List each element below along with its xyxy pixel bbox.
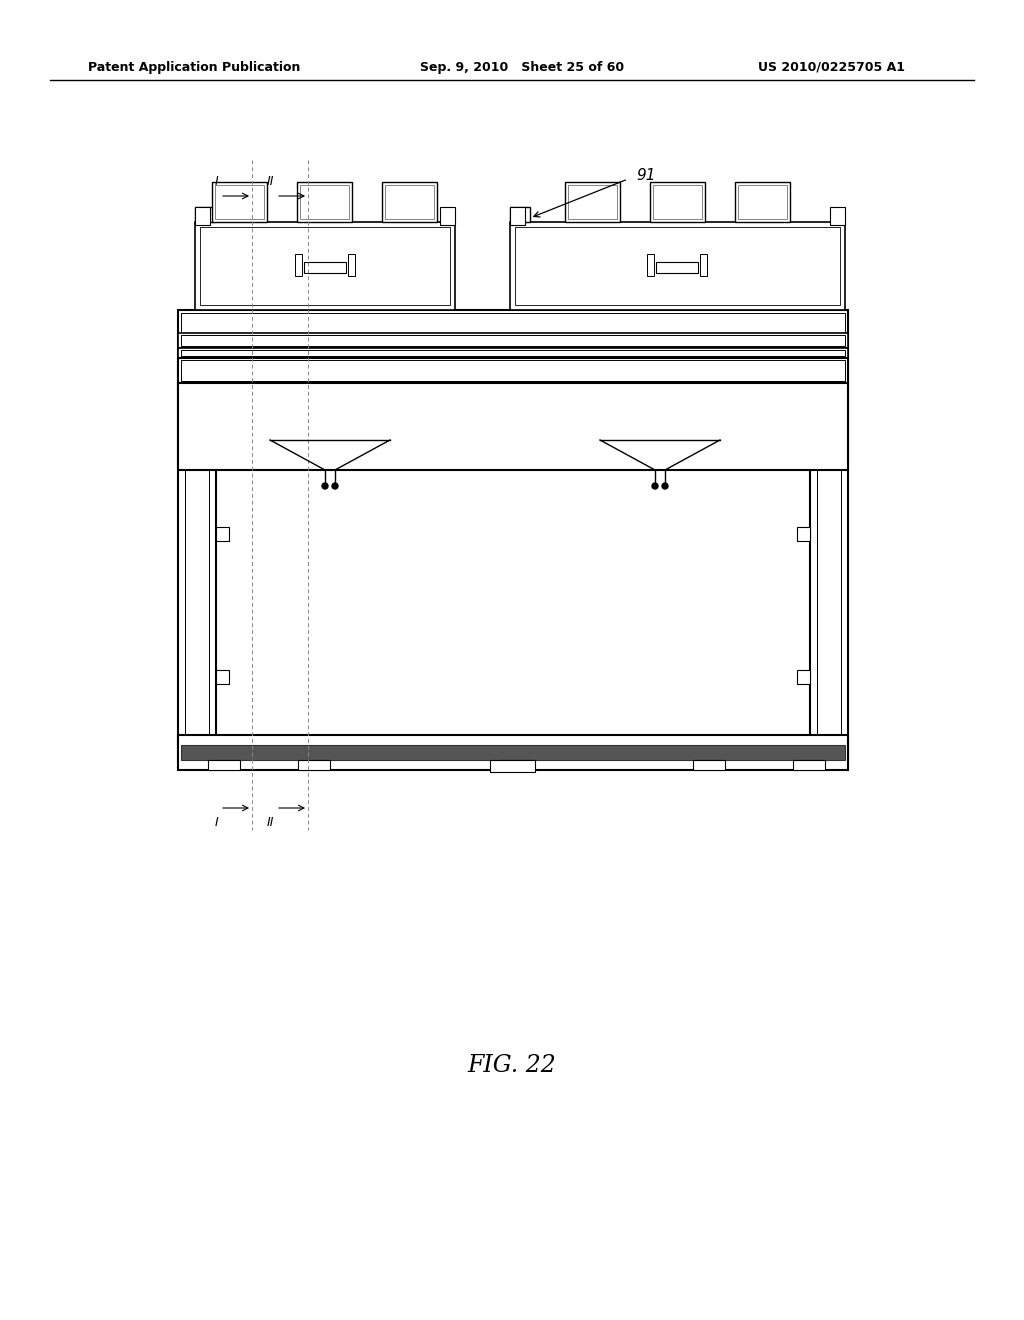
Bar <box>830 207 845 224</box>
Bar <box>565 182 620 222</box>
Bar <box>440 207 455 224</box>
Bar <box>500 760 532 770</box>
Bar <box>178 389 216 760</box>
Bar <box>216 527 229 541</box>
Bar <box>297 182 352 222</box>
Bar <box>490 760 535 772</box>
Bar <box>568 185 617 219</box>
Bar <box>797 527 810 541</box>
Bar <box>385 185 434 219</box>
Bar <box>735 182 790 222</box>
Bar <box>653 185 702 219</box>
Bar <box>208 760 240 770</box>
Circle shape <box>652 483 658 488</box>
Text: I: I <box>214 176 218 187</box>
Text: US 2010/0225705 A1: US 2010/0225705 A1 <box>758 61 905 74</box>
Bar <box>348 253 355 276</box>
Bar <box>700 253 707 276</box>
Text: II: II <box>266 176 274 187</box>
Bar <box>178 348 848 358</box>
Bar <box>216 671 229 684</box>
Text: Patent Application Publication: Patent Application Publication <box>88 61 300 74</box>
Bar <box>181 744 845 760</box>
Bar <box>195 207 215 222</box>
Text: FIG. 22: FIG. 22 <box>468 1053 556 1077</box>
Bar <box>797 671 810 684</box>
Bar <box>181 313 845 333</box>
Bar <box>181 335 845 346</box>
Bar <box>510 207 525 224</box>
Bar <box>181 360 845 381</box>
Bar <box>647 253 654 276</box>
Text: I: I <box>214 816 218 829</box>
Bar <box>195 222 455 310</box>
Bar <box>793 760 825 770</box>
Bar <box>810 389 848 760</box>
Bar <box>650 182 705 222</box>
Bar <box>178 310 848 389</box>
Bar <box>178 735 848 770</box>
Circle shape <box>332 483 338 488</box>
Bar <box>510 222 845 310</box>
Bar <box>185 392 209 758</box>
Bar <box>510 207 530 222</box>
Circle shape <box>322 483 328 488</box>
Circle shape <box>662 483 668 488</box>
Bar <box>693 760 725 770</box>
Bar <box>178 333 848 348</box>
Bar <box>817 392 841 758</box>
Bar <box>200 227 450 305</box>
Bar <box>738 185 787 219</box>
Bar <box>382 182 437 222</box>
Bar <box>212 182 267 222</box>
Bar <box>195 207 210 224</box>
Text: II: II <box>266 816 274 829</box>
Bar <box>515 227 840 305</box>
Bar <box>295 253 302 276</box>
Bar <box>181 350 845 356</box>
Bar <box>215 185 264 219</box>
Text: Sep. 9, 2010   Sheet 25 of 60: Sep. 9, 2010 Sheet 25 of 60 <box>420 61 624 74</box>
Bar <box>304 261 346 273</box>
Bar <box>178 383 848 470</box>
Bar <box>298 760 330 770</box>
Text: 91: 91 <box>636 168 655 182</box>
Bar <box>300 185 349 219</box>
Bar <box>178 358 848 383</box>
Bar <box>656 261 698 273</box>
